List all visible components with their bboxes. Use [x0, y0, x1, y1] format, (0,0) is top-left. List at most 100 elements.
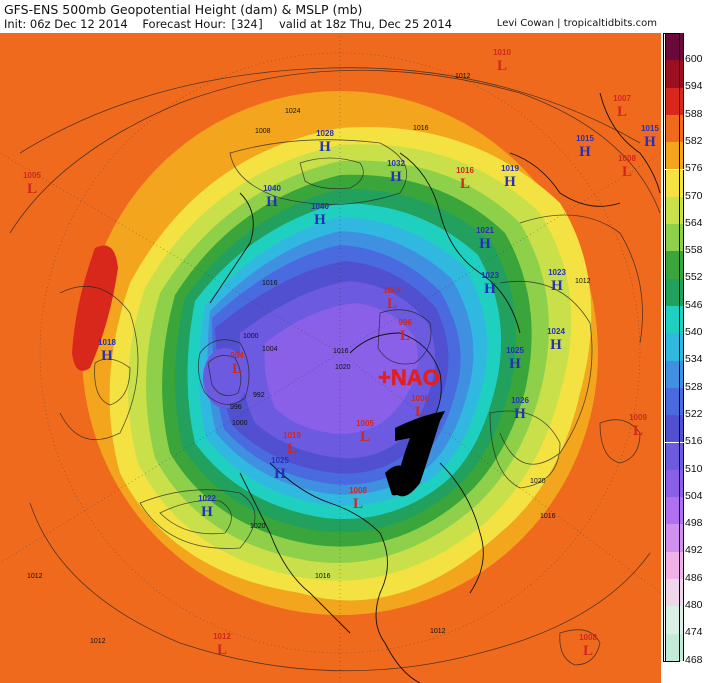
low-pressure-marker: L [27, 181, 37, 197]
scale-tick-label: 540 [685, 326, 703, 338]
valid-time: valid at 18z Thu, Dec 25 2014 [278, 17, 453, 31]
scale-swatch [665, 114, 684, 143]
pressure-value: 1012 [213, 632, 231, 641]
low-pressure-marker: L [460, 176, 470, 192]
high-pressure-marker: H [484, 281, 496, 297]
nao-annotation: +NAO [378, 365, 440, 390]
pressure-value: 1026 [511, 396, 529, 405]
pressure-value: 984 [230, 351, 244, 360]
pressure-value: 1025 [506, 346, 524, 355]
pressure-value: 996 [398, 318, 412, 327]
header: GFS-ENS 500mb Geopotential Height (dam) … [0, 0, 717, 34]
isobar-label: 1004 [262, 346, 278, 353]
pressure-value: 1023 [481, 271, 499, 280]
isobar-label: 996 [230, 404, 242, 411]
scale-tick-label: 468 [685, 653, 703, 666]
isobar-label: 1016 [413, 125, 429, 132]
forecast-hour: [324] [229, 17, 265, 31]
isobar-label: 1012 [455, 73, 471, 80]
scale-swatch [665, 360, 684, 388]
pressure-value: 1021 [476, 226, 494, 235]
high-pressure-marker: H [514, 406, 526, 422]
scale-swatch [665, 551, 684, 579]
pressure-value: 1007 [613, 94, 631, 103]
forecast-hour-label: Forecast Hour: [142, 17, 227, 31]
scale-tick-label: 504 [685, 489, 703, 502]
pressure-value: 1024 [547, 327, 565, 336]
map-panel: +NAO 1010 L 1007 L 1015 H 1015 H 1008 L 1005 L 1028 H… [0, 33, 661, 683]
pressure-value: 1018 [98, 338, 116, 347]
scale-swatch [665, 60, 684, 88]
scale-swatch [665, 415, 684, 443]
high-pressure-marker: H [101, 348, 113, 364]
isobar-label: 1016 [315, 573, 331, 580]
isobar-label: 1000 [232, 420, 248, 427]
scale-tick-label: 492 [685, 544, 703, 557]
pressure-value: 1005 [23, 171, 41, 180]
scale-swatch [665, 251, 684, 279]
low-pressure-marker: L [497, 58, 507, 74]
high-pressure-marker: H [266, 194, 278, 210]
isobar-label: 1016 [262, 280, 278, 287]
scale-swatch [665, 306, 684, 334]
low-pressure-marker: L [400, 328, 410, 344]
isobar-label: 1012 [575, 278, 591, 285]
high-pressure-marker: H [644, 134, 656, 150]
pressure-value: 1004 [383, 286, 401, 295]
high-pressure-marker: H [314, 212, 326, 228]
pressure-value: 1015 [576, 134, 594, 143]
scale-tick-label: 600 [685, 53, 703, 65]
scale-swatch [665, 278, 684, 306]
pressure-value: 1009 [629, 413, 647, 422]
scale-tick-label: 510 [685, 462, 703, 475]
annotation-arrow-tail [385, 465, 412, 496]
high-pressure-marker: H [551, 278, 563, 294]
pressure-value: 1008 [349, 486, 367, 495]
scale-tick-label: 498 [685, 517, 703, 530]
isobar-label: 1012 [27, 573, 43, 580]
pressure-value: 1006 [411, 394, 429, 403]
pressure-value: 1032 [387, 159, 405, 168]
high-pressure-marker: H [319, 139, 331, 155]
color-scale: 600 594 588 582 576 570 564 558 552 546 540 534 528 5… [663, 33, 717, 666]
scale-swatch [665, 442, 684, 470]
scale-swatch [665, 469, 684, 498]
low-pressure-marker: L [287, 441, 297, 457]
isobar-label: 1024 [285, 108, 301, 115]
scale-tick-label: 576 [685, 162, 703, 175]
mslp-contours [9, 67, 661, 672]
scale-tick-label: 474 [685, 626, 703, 639]
high-pressure-marker: H [274, 466, 286, 482]
low-pressure-marker: L [415, 404, 425, 420]
low-pressure-marker: L [633, 423, 643, 439]
scale-tick-label: 582 [685, 134, 703, 147]
scale-swatch [665, 524, 684, 552]
low-pressure-marker: L [387, 296, 397, 312]
isobar-label: 1016 [333, 348, 349, 355]
low-pressure-marker: L [583, 643, 593, 659]
pressure-value: 1022 [198, 494, 216, 503]
scale-tick-label: 558 [685, 244, 703, 257]
low-pressure-marker: L [217, 642, 227, 658]
pressure-value: 1015 [641, 124, 659, 133]
scale-tick-label: 522 [685, 407, 703, 420]
scale-tick-label: 564 [685, 216, 703, 229]
high-pressure-marker: H [504, 174, 516, 190]
isobar-label: 1008 [255, 128, 271, 135]
credit: Levi Cowan | tropicaltidbits.com [496, 18, 657, 29]
low-pressure-marker: L [622, 164, 632, 180]
pressure-value: 1025 [271, 456, 289, 465]
scale-swatch [665, 633, 684, 661]
scale-swatch [665, 606, 684, 634]
height-fill-510-low [203, 348, 247, 408]
scale-tick-label: 486 [685, 571, 703, 584]
isobar-label: 1016 [540, 513, 556, 520]
chart-title: GFS-ENS 500mb Geopotential Height (dam) … [4, 2, 363, 17]
high-pressure-marker: H [509, 356, 521, 372]
low-pressure-marker: L [617, 104, 627, 120]
scale-swatch [665, 224, 684, 252]
pressure-value: 1005 [356, 419, 374, 428]
pressure-value: 1040 [263, 184, 281, 193]
